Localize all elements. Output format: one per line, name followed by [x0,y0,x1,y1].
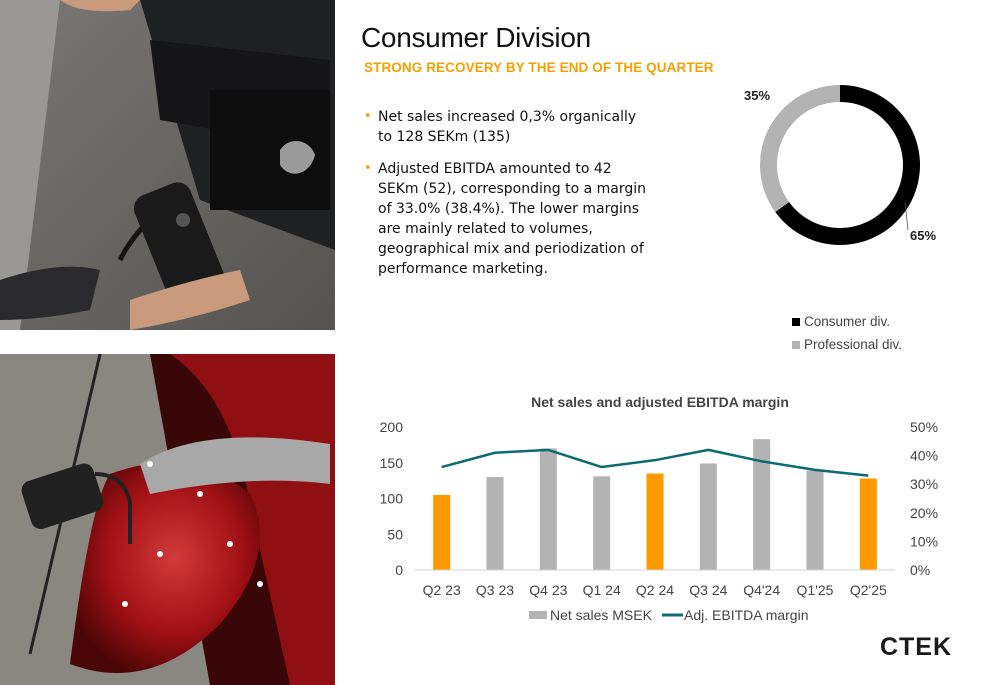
donut-value-label: 35% [744,88,770,103]
page-title: Consumer Division [361,22,591,53]
page-subtitle: STRONG RECOVERY BY THE END OF THE QUARTE… [364,60,714,75]
legend-swatch [792,317,800,326]
x-tick-label: Q1 24 [583,582,621,598]
net-sales-bar [593,476,611,570]
bar-chart-svg: Net sales and adjusted EBITDA margin 0 50 1… [380,394,938,623]
donut-svg: 65% 35% [744,85,936,246]
y-right-tick-label: 0% [910,562,930,578]
x-tick-label: Q4 23 [529,582,567,598]
legend-label: Professional div. [804,337,903,352]
ctek-logo: CTEK [874,632,958,661]
y-right-tick-label: 10% [910,533,938,549]
bullet-list: Net sales increased 0,3% organically to … [364,107,654,291]
charging-photo-bottom [0,354,335,685]
donut-leader-line [904,201,909,231]
legend-label: Net sales MSEK [550,607,653,623]
x-tick-label: Q3 24 [689,582,727,598]
x-tick-label: Q2'25 [850,582,887,598]
donut-slice [760,85,840,213]
legend-item-consumer: Consumer div. [792,310,902,333]
y-right-tick-label: 40% [910,448,938,464]
x-tick-label: Q3 23 [476,582,514,598]
net-sales-bar [539,448,557,570]
net-sales-bar [646,473,664,570]
y-right-tick-label: 30% [910,476,938,492]
net-sales-chart: Net sales and adjusted EBITDA margin 0 50 1… [370,385,970,630]
donut-legend: Consumer div. Professional div. [792,310,902,356]
legend-label: Consumer div. [804,314,891,329]
y-right-tick-label: 20% [910,505,938,521]
legend-swatch-bars [529,611,547,619]
y-left-tick-label: 100 [380,491,404,507]
y-left-tick-label: 200 [380,419,404,435]
charging-photo-top [0,0,335,330]
net-sales-bar [699,463,717,570]
y-left-tick-label: 50 [387,526,403,542]
logo-text: CTEK [880,633,952,660]
segment-donut-chart: 65% 35% [700,60,1000,290]
bullet-item: Adjusted EBITDA amounted to 42 SEKm (52)… [364,159,654,279]
net-sales-bar [433,494,451,570]
legend-swatch [792,340,800,349]
x-tick-label: Q1'25 [797,582,834,598]
net-sales-bar [753,439,771,570]
y-right-tick-label: 50% [910,419,938,435]
x-tick-label: Q4'24 [743,582,780,598]
net-sales-bar [859,478,877,570]
y-left-tick-label: 0 [395,562,403,578]
donut-value-label: 65% [910,228,936,243]
net-sales-bar [486,477,504,570]
y-left-tick-label: 150 [380,455,404,471]
ebitda-margin-line [441,448,869,477]
x-tick-label: Q2 23 [423,582,461,598]
chart-title: Net sales and adjusted EBITDA margin [531,394,789,410]
x-tick-label: Q2 24 [636,582,674,598]
net-sales-bar [806,470,824,570]
legend-item-professional: Professional div. [792,333,902,356]
bullet-item: Net sales increased 0,3% organically to … [364,107,654,147]
legend-label: Adj. EBITDA margin [684,607,809,623]
